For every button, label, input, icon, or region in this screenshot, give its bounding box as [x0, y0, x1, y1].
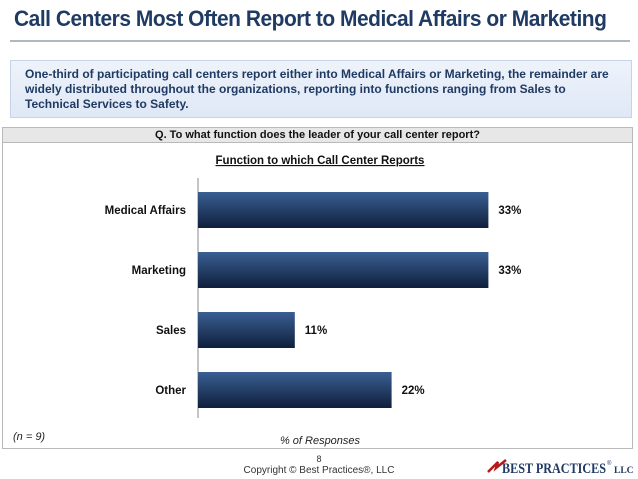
summary-box: One-third of participating call centers …	[10, 60, 632, 118]
bar-medical-affairs	[198, 192, 489, 228]
x-axis-label: % of Responses	[280, 435, 361, 447]
page-title: Call Centers Most Often Report to Medica…	[14, 6, 607, 31]
category-label: Marketing	[132, 265, 186, 277]
bar-other	[198, 372, 392, 408]
value-label: 11%	[305, 325, 327, 337]
logo-llc: LLC	[614, 466, 634, 476]
value-label: 22%	[402, 385, 425, 397]
chart-title: Function to which Call Center Reports	[216, 155, 425, 167]
value-label: 33%	[498, 205, 521, 217]
bar-sales	[198, 312, 295, 348]
survey-question: Q. To what function does the leader of y…	[2, 127, 633, 143]
category-label: Other	[155, 385, 186, 397]
title-divider	[10, 40, 630, 42]
best-practices-logo: BEST PRACTICES ® LLC	[487, 459, 634, 477]
category-label: Sales	[156, 325, 186, 337]
page-number: 8	[316, 454, 322, 464]
logo-registered-mark: ®	[607, 460, 612, 467]
logo-swoosh	[487, 459, 507, 473]
bar-marketing	[198, 252, 489, 288]
chart-frame	[2, 143, 633, 449]
logo-wordmark: BEST PRACTICES	[502, 461, 606, 477]
bar-chart: Function to which Call Center Reports Me…	[105, 155, 522, 447]
value-label: 33%	[498, 265, 521, 277]
copyright-text: Copyright © Best Practices®, LLC	[243, 465, 395, 476]
sample-size: (n = 9)	[13, 431, 46, 443]
category-label: Medical Affairs	[105, 205, 186, 217]
